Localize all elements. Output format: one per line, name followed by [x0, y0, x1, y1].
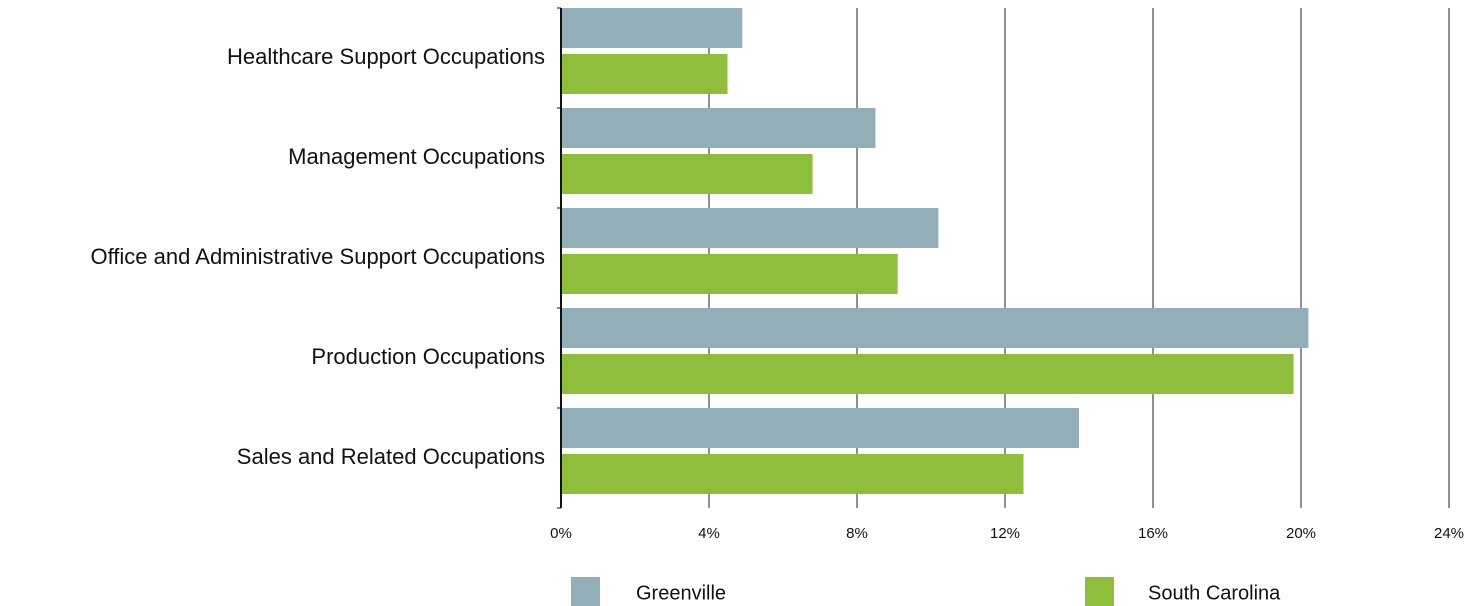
category-label: Production Occupations [311, 344, 545, 369]
x-tick-label: 4% [698, 525, 720, 542]
bar-greenville [561, 308, 1309, 348]
legend-swatch-greenville [571, 577, 600, 606]
x-tick-label: 24% [1434, 525, 1464, 542]
bar-south-carolina [561, 154, 813, 194]
bars [561, 8, 1309, 494]
bar-south-carolina [561, 54, 728, 94]
legend-label: Greenville [636, 582, 726, 604]
bar-south-carolina [561, 254, 898, 294]
legend: Greenville South Carolina [571, 577, 1281, 606]
x-tick-label: 12% [990, 525, 1020, 542]
x-tick-labels: 0% 4% 8% 12% 16% 20% 24% [550, 525, 1464, 542]
bar-greenville [561, 108, 876, 148]
bar-greenville [561, 8, 743, 48]
legend-swatch-south-carolina [1085, 577, 1114, 606]
x-tick-label: 20% [1286, 525, 1316, 542]
category-labels: Healthcare Support Occupations Management… [90, 44, 545, 469]
category-label: Sales and Related Occupations [237, 444, 545, 469]
x-tick-label: 0% [550, 525, 572, 542]
x-tick-label: 16% [1138, 525, 1168, 542]
bar-south-carolina [561, 454, 1024, 494]
axes [557, 7, 562, 509]
category-label: Healthcare Support Occupations [227, 44, 545, 69]
x-tick-label: 8% [846, 525, 868, 542]
bar-greenville [561, 408, 1079, 448]
category-label: Management Occupations [288, 144, 545, 169]
bar-greenville [561, 208, 939, 248]
category-label: Office and Administrative Support Occupa… [90, 244, 545, 269]
bar-south-carolina [561, 354, 1294, 394]
legend-label: South Carolina [1148, 582, 1281, 604]
